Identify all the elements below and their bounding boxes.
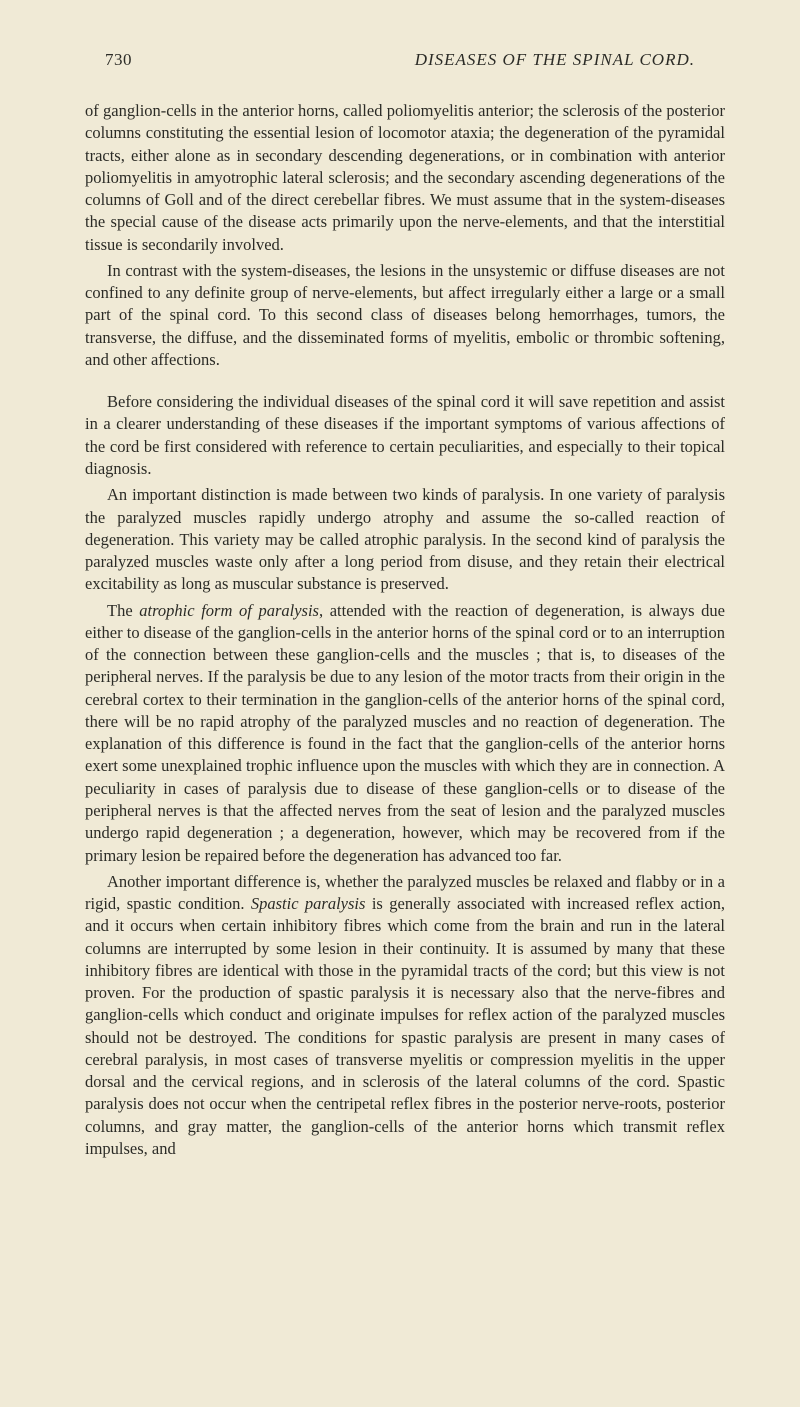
paragraph-1: of ganglion-cells in the anterior horns,…: [85, 100, 725, 256]
section-gap: [85, 375, 725, 391]
p5-prefix: The: [107, 601, 139, 620]
p6-italic-term: Spastic paralysis: [251, 894, 366, 913]
p6-suffix: is generally associated with increased r…: [85, 894, 725, 1158]
page-header: 730 DISEASES OF THE SPINAL CORD.: [85, 50, 725, 70]
paragraph-5: The atrophic form of paralysis, attended…: [85, 600, 725, 867]
paragraph-6: Another important difference is, whether…: [85, 871, 725, 1160]
paragraph-2: In contrast with the system-diseases, th…: [85, 260, 725, 371]
body-text: of ganglion-cells in the anterior horns,…: [85, 100, 725, 1160]
p5-italic-term: atrophic form of paralysis: [139, 601, 319, 620]
paragraph-4: An important distinction is made between…: [85, 484, 725, 595]
page-number: 730: [105, 50, 132, 70]
p5-suffix: , attended with the reaction of degenera…: [85, 601, 725, 865]
page: 730 DISEASES OF THE SPINAL CORD. of gang…: [0, 0, 800, 1407]
paragraph-3: Before considering the individual diseas…: [85, 391, 725, 480]
running-title: DISEASES OF THE SPINAL CORD.: [415, 50, 695, 70]
